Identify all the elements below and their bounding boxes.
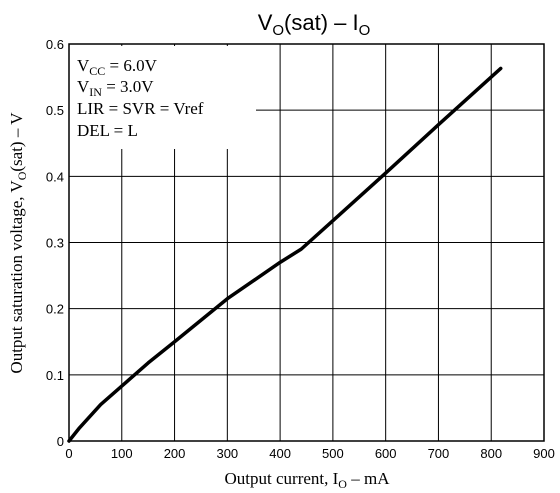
series-line [67, 66, 503, 443]
y-tick-label: 0.1 [46, 368, 64, 383]
x-tick-label: 600 [375, 446, 397, 461]
y-tick-label: 0.3 [46, 236, 64, 251]
x-tick-label: 400 [269, 446, 291, 461]
x-tick-label: 300 [216, 446, 238, 461]
x-tick-label: 500 [322, 446, 344, 461]
y-axis-label: Output saturation voltage, VO(sat) – V [7, 112, 29, 374]
y-tick-label: 0.6 [46, 37, 64, 52]
annotation-lir-svr: LIR = SVR = Vref [77, 99, 204, 118]
x-axis-label: Output current, IO – mA [225, 469, 391, 491]
x-tick-label: 700 [428, 446, 450, 461]
plot-frame [68, 43, 545, 442]
annotation-vin: VIN = 3.0V [77, 77, 154, 99]
annotation-vcc: VCC = 6.0V [77, 56, 158, 78]
annotation-del: DEL = L [77, 121, 138, 140]
y-tick-label: 0.4 [46, 169, 64, 184]
y-tick-label: 0.5 [46, 103, 64, 118]
y-tick-labels: 0 0.1 0.2 0.3 0.4 0.5 0.6 [46, 37, 64, 449]
y-tick-label: 0 [57, 434, 64, 449]
x-tick-label: 900 [533, 446, 555, 461]
x-tick-label: 0 [65, 446, 72, 461]
y-tick-label: 0.2 [46, 302, 64, 317]
chart-title: VO(sat) – IO [258, 10, 371, 39]
series-group [67, 66, 503, 443]
annotations: VCC = 6.0V VIN = 3.0V LIR = SVR = Vref D… [77, 56, 204, 140]
x-tick-label: 800 [480, 446, 502, 461]
x-tick-label: 200 [164, 446, 186, 461]
x-tick-label: 100 [111, 446, 133, 461]
annotation-background [69, 46, 256, 149]
x-tick-labels: 0 100 200 300 400 500 600 700 800 900 [65, 446, 554, 461]
